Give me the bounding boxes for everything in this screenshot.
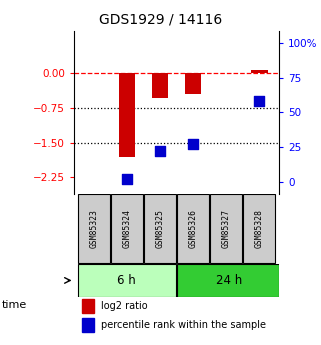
Text: log2 ratio: log2 ratio [100, 301, 147, 311]
Text: GSM85324: GSM85324 [122, 209, 131, 248]
Text: GSM85328: GSM85328 [255, 209, 264, 248]
Text: percentile rank within the sample: percentile rank within the sample [100, 320, 265, 330]
Bar [185, 73, 201, 94]
FancyBboxPatch shape [210, 194, 242, 264]
Point [191, 141, 196, 147]
Bar [152, 73, 168, 98]
Text: time: time [2, 300, 27, 310]
FancyBboxPatch shape [78, 194, 109, 264]
FancyBboxPatch shape [244, 194, 275, 264]
Text: GSM85326: GSM85326 [189, 209, 198, 248]
FancyBboxPatch shape [177, 264, 279, 297]
Text: 24 h: 24 h [216, 274, 242, 287]
Text: GSM85325: GSM85325 [155, 209, 164, 248]
Point [257, 99, 262, 104]
Bar [82, 318, 94, 332]
Text: 6 h: 6 h [117, 274, 136, 287]
Bar [251, 70, 268, 73]
Bar [82, 299, 94, 313]
Bar [118, 73, 135, 157]
Point [157, 148, 162, 154]
Text: GSM85323: GSM85323 [89, 209, 98, 248]
Point [124, 176, 129, 182]
Text: GDS1929 / 14116: GDS1929 / 14116 [99, 12, 222, 26]
Text: GSM85327: GSM85327 [222, 209, 231, 248]
FancyBboxPatch shape [144, 194, 176, 264]
FancyBboxPatch shape [111, 194, 143, 264]
FancyBboxPatch shape [78, 264, 176, 297]
FancyBboxPatch shape [177, 194, 209, 264]
